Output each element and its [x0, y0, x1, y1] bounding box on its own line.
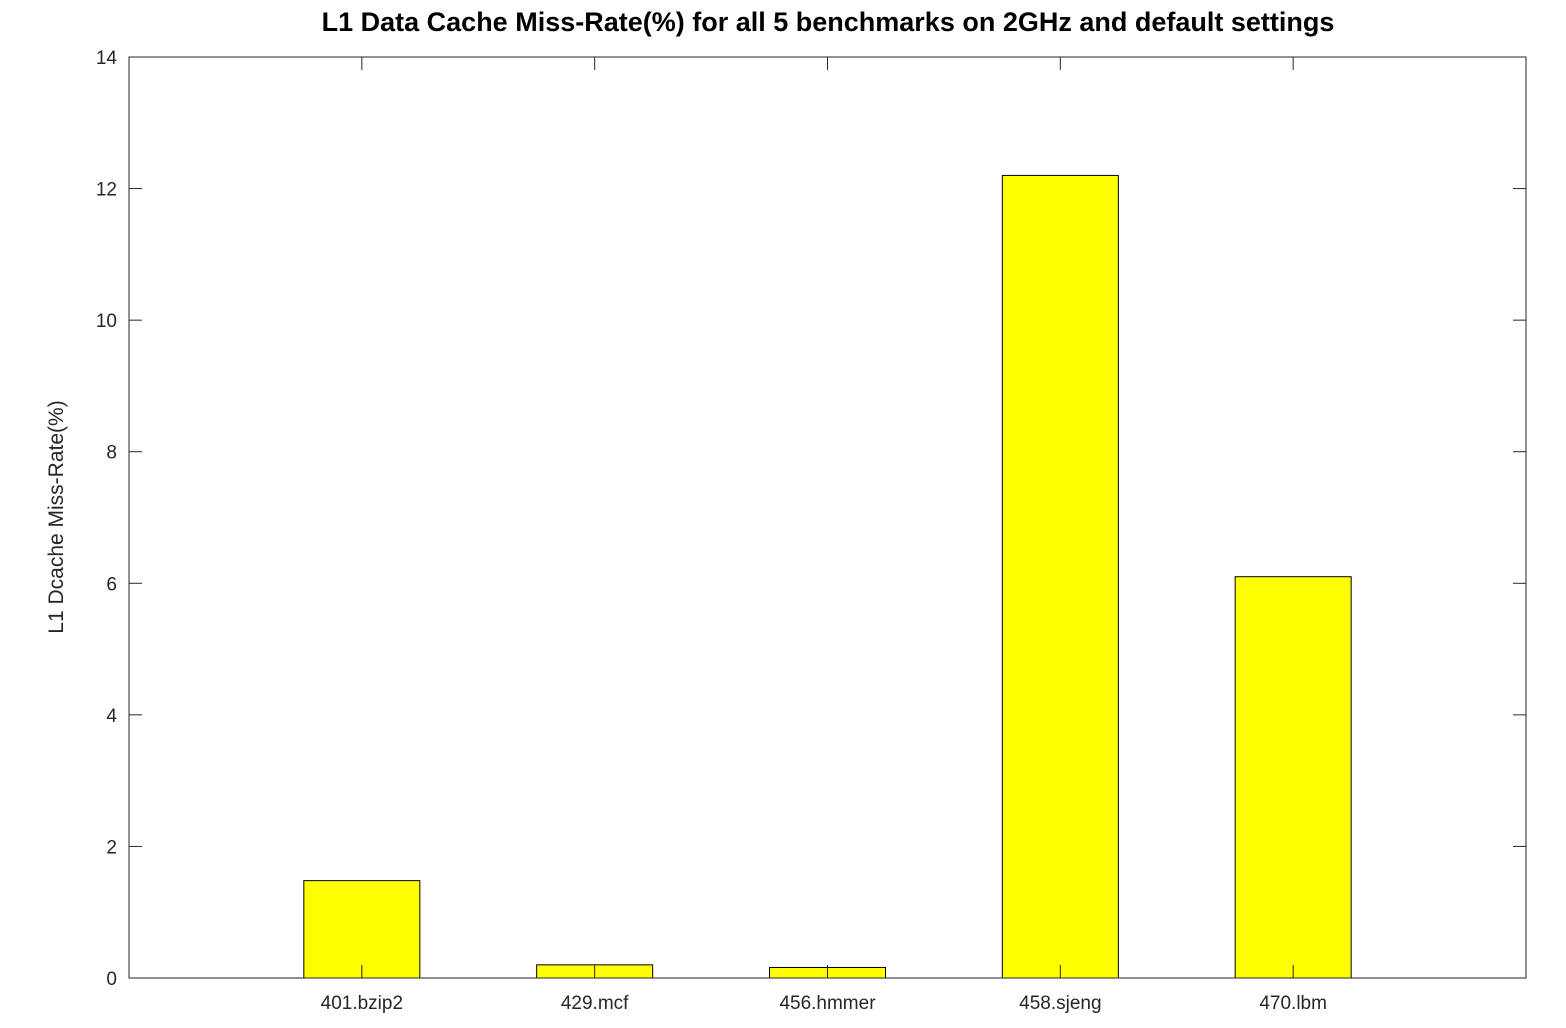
y-tick-label: 10	[96, 311, 117, 332]
y-tick-label: 8	[106, 443, 117, 464]
ticks-layer: 401.bzip2 429.mcf 456.hmmer 458.sjeng 470.lb…	[96, 48, 1526, 1014]
y-tick-label: 4	[106, 706, 117, 727]
bars-layer	[303, 174, 1352, 979]
y-tick-label: 2	[106, 837, 117, 858]
y-tick-label: 6	[106, 574, 117, 595]
x-tick-label: 470.lbm	[1259, 993, 1327, 1014]
y-tick-label: 0	[106, 969, 117, 990]
y-tick-label: 12	[96, 180, 117, 201]
x-tick-label: 401.bzip2	[321, 993, 403, 1014]
bar-470-lbm	[1234, 576, 1352, 979]
plot-frame	[128, 56, 1527, 979]
y-axis-label: L1 Dcache Miss-Rate(%)	[45, 400, 68, 633]
chart-title: L1 Data Cache Miss-Rate(%) for all 5 ben…	[322, 7, 1335, 37]
x-tick-label: 458.sjeng	[1019, 993, 1101, 1014]
y-tick-label: 14	[96, 48, 118, 69]
bar-458-sjeng	[1001, 174, 1119, 979]
bar-401-bzip2	[303, 880, 421, 979]
x-tick-label: 429.mcf	[561, 993, 629, 1014]
x-tick-label: 456.hmmer	[779, 993, 876, 1014]
